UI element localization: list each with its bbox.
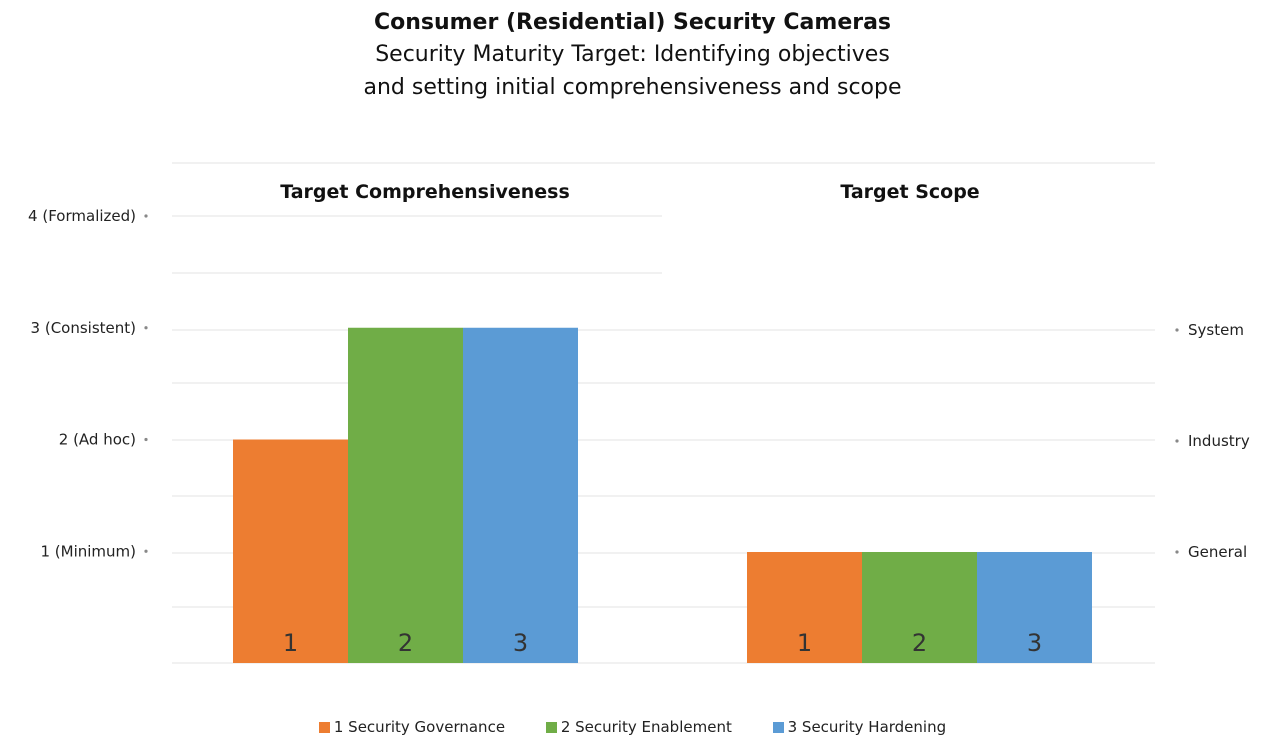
bar-1-3 [463, 327, 578, 663]
bar-label-1-2: 2 [398, 629, 413, 657]
chart-title: Consumer (Residential) Security Cameras [373, 10, 892, 35]
bar-2-3 [977, 552, 1092, 663]
y-tick-label-1-3: 4 (Formalized) [28, 207, 136, 225]
legend-label-enablement: 2 Security Enablement [560, 718, 732, 736]
y-tick-label-2-0: General [1188, 543, 1247, 561]
legend-swatch-hardening [772, 722, 784, 733]
bar-label-2-3: 3 [1027, 629, 1042, 657]
panel-title-2: Target Scope [840, 181, 979, 203]
legend-label-hardening: 3 Security Hardening [787, 718, 947, 736]
y-tick-mark-1-0 [144, 549, 148, 553]
legend-item-governance: 1 Security Governance [318, 718, 506, 736]
y-tick-mark-2-0 [1175, 550, 1179, 554]
chart-title-block: Consumer (Residential) Security Cameras … [0, 8, 1265, 104]
bar-2-2 [862, 552, 977, 663]
panel-title-1: Target Comprehensiveness [280, 181, 570, 203]
bar-label-2-2: 2 [912, 629, 927, 657]
legend: 1 Security Governance 2 Security Enablem… [0, 718, 1265, 736]
y-tick-mark-1-3 [144, 214, 148, 218]
chart-subtitle-line-2: and setting initial comprehensiveness an… [363, 75, 902, 100]
y-tick-mark-1-1 [144, 437, 148, 442]
bar-label-1-1: 1 [283, 629, 298, 657]
y-tick-mark-2-1 [1175, 439, 1179, 443]
legend-item-enablement: 2 Security Enablement [545, 718, 732, 736]
y-tick-label-1-1: 2 (Ad hoc) [59, 431, 136, 449]
y-tick-label-1-0: 1 (Minimum) [40, 542, 136, 560]
bar-1-2 [348, 327, 463, 663]
legend-swatch-enablement [545, 722, 557, 733]
bar-label-2-1: 1 [797, 629, 812, 657]
y-tick-mark-1-2 [144, 326, 148, 330]
y-tick-label-1-2: 3 (Consistent) [31, 319, 136, 337]
legend-label-governance: 1 Security Governance [333, 718, 506, 736]
bar-label-1-3: 3 [513, 629, 528, 657]
legend-swatch-governance [318, 722, 330, 733]
bar-2-1 [747, 552, 862, 663]
y-tick-mark-2-2 [1175, 328, 1179, 332]
bar-1-1 [233, 439, 348, 663]
legend-item-hardening: 3 Security Hardening [772, 718, 947, 736]
y-tick-label-2-1: Industry [1188, 432, 1250, 450]
y-tick-label-2-2: System [1188, 321, 1244, 339]
chart-subtitle-line-1: Security Maturity Target: Identifying ob… [375, 42, 890, 67]
